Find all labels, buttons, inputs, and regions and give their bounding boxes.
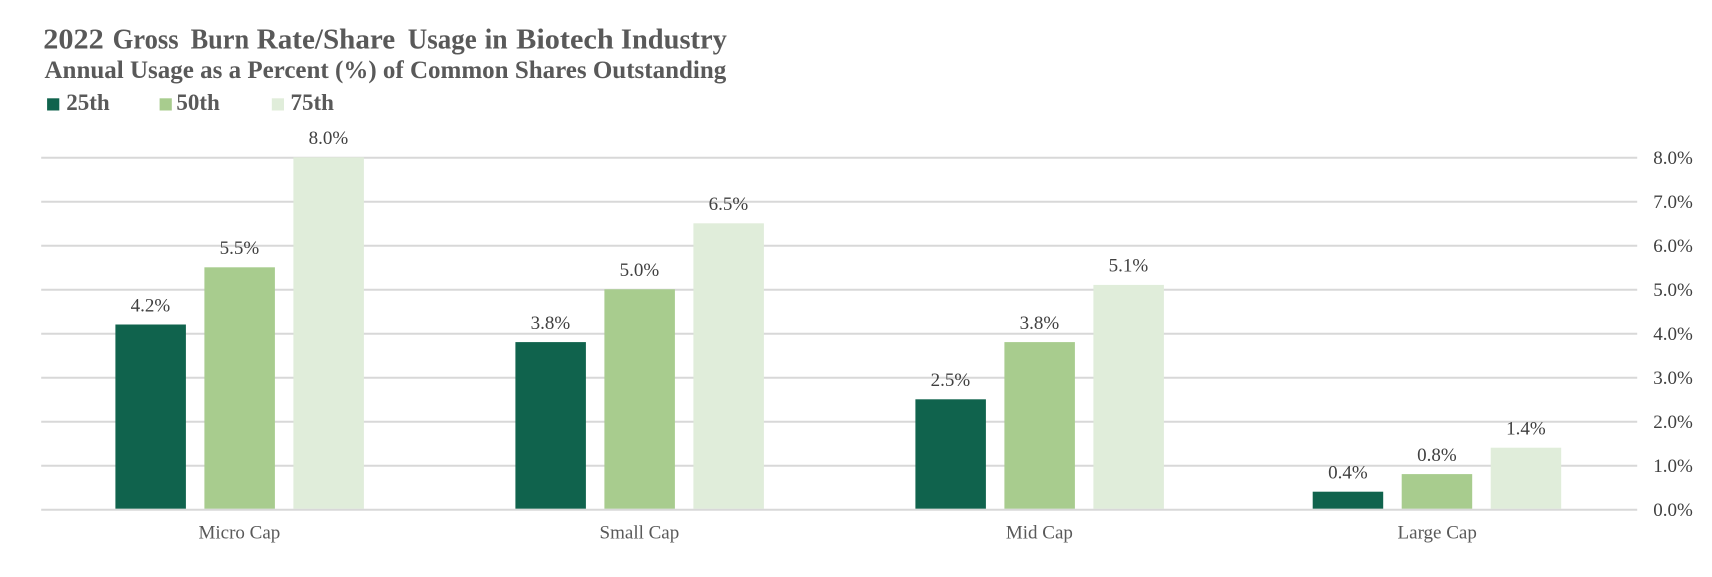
svg-text:0.4%: 0.4% <box>1328 463 1368 484</box>
svg-text:1.4%: 1.4% <box>1506 419 1546 440</box>
svg-text:8.0%: 8.0% <box>309 128 349 149</box>
svg-text:0.8%: 0.8% <box>1417 445 1457 466</box>
svg-text:0.0%: 0.0% <box>1653 500 1693 521</box>
svg-text:6.0%: 6.0% <box>1653 236 1693 257</box>
svg-text:3.8%: 3.8% <box>1020 313 1060 334</box>
svg-text:Burn: Burn <box>191 25 250 56</box>
svg-text:25th: 25th <box>66 90 110 115</box>
svg-text:Annual Usage as a Percent (%): Annual Usage as a Percent (%) of Common … <box>45 57 727 84</box>
svg-text:Large Cap: Large Cap <box>1398 522 1477 543</box>
svg-text:75th: 75th <box>291 90 335 115</box>
svg-text:4.2%: 4.2% <box>131 295 171 316</box>
svg-text:7.0%: 7.0% <box>1653 192 1693 213</box>
svg-text:5.0%: 5.0% <box>1653 280 1693 301</box>
svg-text:2.0%: 2.0% <box>1653 412 1693 433</box>
svg-text:Usage: Usage <box>408 25 477 56</box>
svg-text:50th: 50th <box>176 90 220 115</box>
svg-text:1.0%: 1.0% <box>1653 456 1693 477</box>
svg-text:8.0%: 8.0% <box>1653 148 1693 169</box>
svg-text:2.5%: 2.5% <box>931 370 971 391</box>
svg-text:Micro Cap: Micro Cap <box>199 522 281 543</box>
svg-text:Mid Cap: Mid Cap <box>1006 522 1073 543</box>
svg-text:3.0%: 3.0% <box>1653 368 1693 389</box>
svg-text:Small Cap: Small Cap <box>600 522 680 543</box>
svg-text:5.5%: 5.5% <box>220 238 260 259</box>
svg-text:Biotech: Biotech <box>516 25 614 56</box>
svg-text:6.5%: 6.5% <box>709 194 749 215</box>
svg-text:Rate/Share: Rate/Share <box>257 25 396 56</box>
svg-text:4.0%: 4.0% <box>1653 324 1693 345</box>
svg-text:in: in <box>485 25 508 56</box>
svg-text:5.0%: 5.0% <box>620 260 660 281</box>
svg-text:2022: 2022 <box>43 25 104 56</box>
svg-text:Gross: Gross <box>113 25 179 56</box>
svg-text:3.8%: 3.8% <box>531 313 571 334</box>
svg-text:5.1%: 5.1% <box>1109 256 1149 277</box>
svg-text:Industry: Industry <box>621 25 727 56</box>
